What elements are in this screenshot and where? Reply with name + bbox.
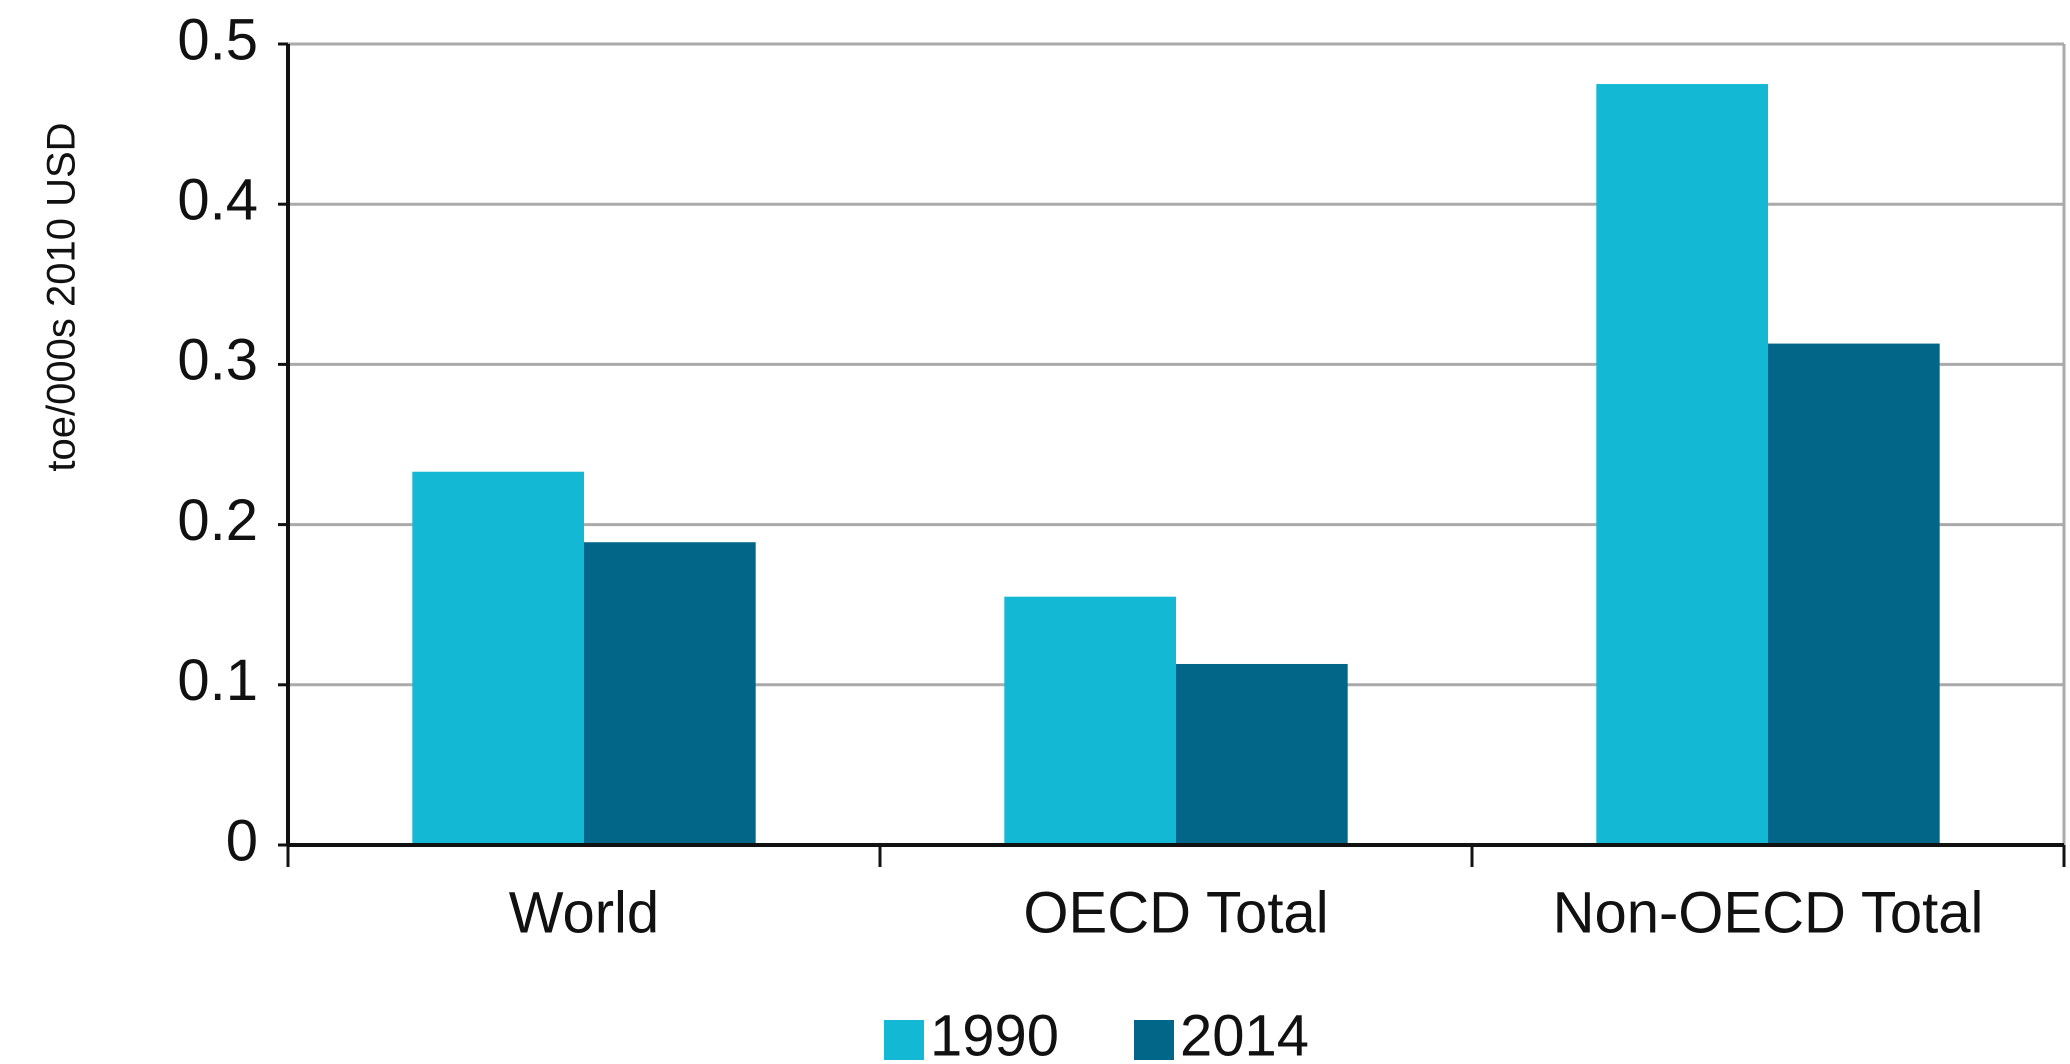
y-tick-label: 0.2 bbox=[177, 488, 258, 553]
bar bbox=[584, 542, 756, 845]
y-axis-label: toe/000s 2010 USD bbox=[40, 122, 84, 471]
x-tick-label: OECD Total bbox=[1023, 880, 1328, 945]
bar bbox=[1004, 596, 1176, 845]
bar bbox=[412, 471, 584, 845]
x-tick-label: Non-OECD Total bbox=[1553, 880, 1984, 945]
y-tick-label: 0.3 bbox=[177, 328, 258, 393]
y-tick-label: 0 bbox=[226, 808, 258, 873]
x-tick-label: World bbox=[509, 880, 659, 945]
y-tick-label: 0.4 bbox=[177, 168, 258, 233]
legend-swatch bbox=[1134, 1020, 1174, 1060]
legend-swatch bbox=[884, 1020, 924, 1060]
bar bbox=[1176, 663, 1348, 845]
y-tick-label: 0.1 bbox=[177, 648, 258, 713]
bar bbox=[1596, 84, 1768, 846]
legend-label: 2014 bbox=[1180, 1003, 1309, 1064]
legend-label: 1990 bbox=[930, 1003, 1059, 1064]
y-tick-label: 0.5 bbox=[177, 7, 258, 72]
bar bbox=[1768, 343, 1940, 845]
